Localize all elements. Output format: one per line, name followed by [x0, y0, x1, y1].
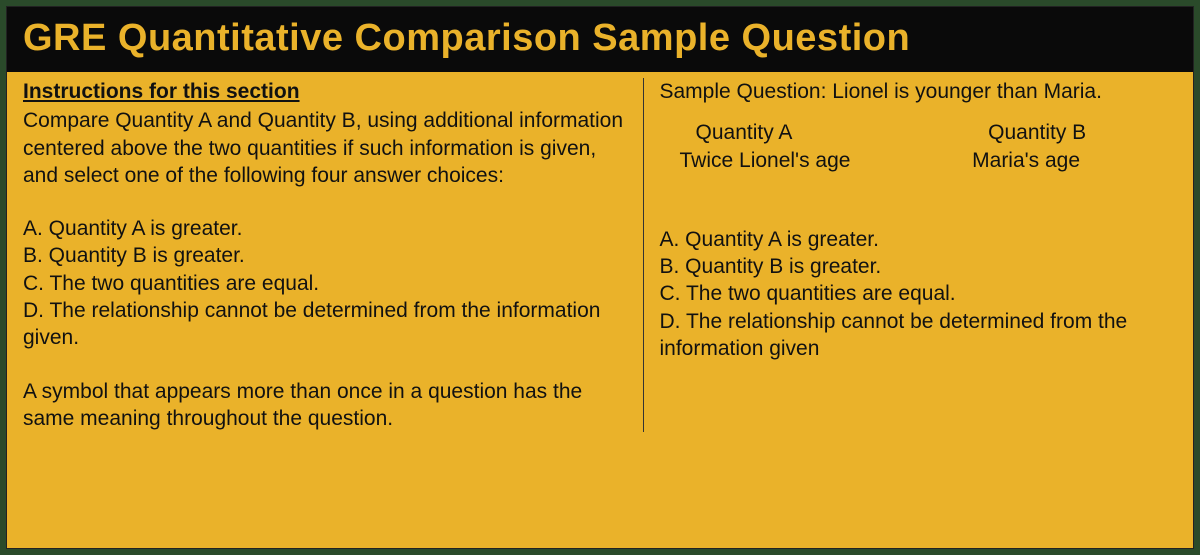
- instructions-choice: C. The two quantities are equal.: [23, 270, 631, 297]
- spacer: [660, 200, 1178, 226]
- instructions-choice: D. The relationship cannot be determined…: [23, 297, 631, 352]
- page-title: GRE Quantitative Comparison Sample Quest…: [23, 17, 1177, 60]
- answer-choice: A. Quantity A is greater.: [660, 226, 1178, 253]
- instructions-choice: B. Quantity B is greater.: [23, 242, 631, 269]
- instructions-heading: Instructions for this section: [23, 78, 631, 105]
- answer-choice: C. The two quantities are equal.: [660, 280, 1178, 307]
- quantity-b-label: Quantity B: [972, 119, 1177, 146]
- instructions-intro: Compare Quantity A and Quantity B, using…: [23, 107, 631, 189]
- quantity-b-column: Quantity B Maria's age: [972, 119, 1177, 174]
- title-bar: GRE Quantitative Comparison Sample Quest…: [7, 7, 1193, 72]
- spacer: [23, 352, 631, 378]
- symbol-note: A symbol that appears more than once in …: [23, 378, 631, 433]
- content-area: Instructions for this section Compare Qu…: [7, 72, 1193, 448]
- spacer: [660, 174, 1178, 200]
- quantity-a-label: Quantity A: [680, 119, 973, 146]
- sample-question-prompt: Sample Question: Lionel is younger than …: [660, 78, 1178, 105]
- quantity-a-value: Twice Lionel's age: [680, 147, 973, 174]
- quantity-row: Quantity A Twice Lionel's age Quantity B…: [660, 119, 1178, 174]
- answer-choice: B. Quantity B is greater.: [660, 253, 1178, 280]
- instructions-panel: Instructions for this section Compare Qu…: [23, 78, 643, 432]
- question-card: GRE Quantitative Comparison Sample Quest…: [6, 6, 1194, 549]
- answer-choice: D. The relationship cannot be determined…: [660, 308, 1178, 363]
- quantity-b-value: Maria's age: [972, 147, 1177, 174]
- spacer: [660, 105, 1178, 119]
- spacer: [23, 189, 631, 215]
- instructions-choice: A. Quantity A is greater.: [23, 215, 631, 242]
- sample-question-panel: Sample Question: Lionel is younger than …: [643, 78, 1178, 432]
- quantity-a-column: Quantity A Twice Lionel's age: [680, 119, 973, 174]
